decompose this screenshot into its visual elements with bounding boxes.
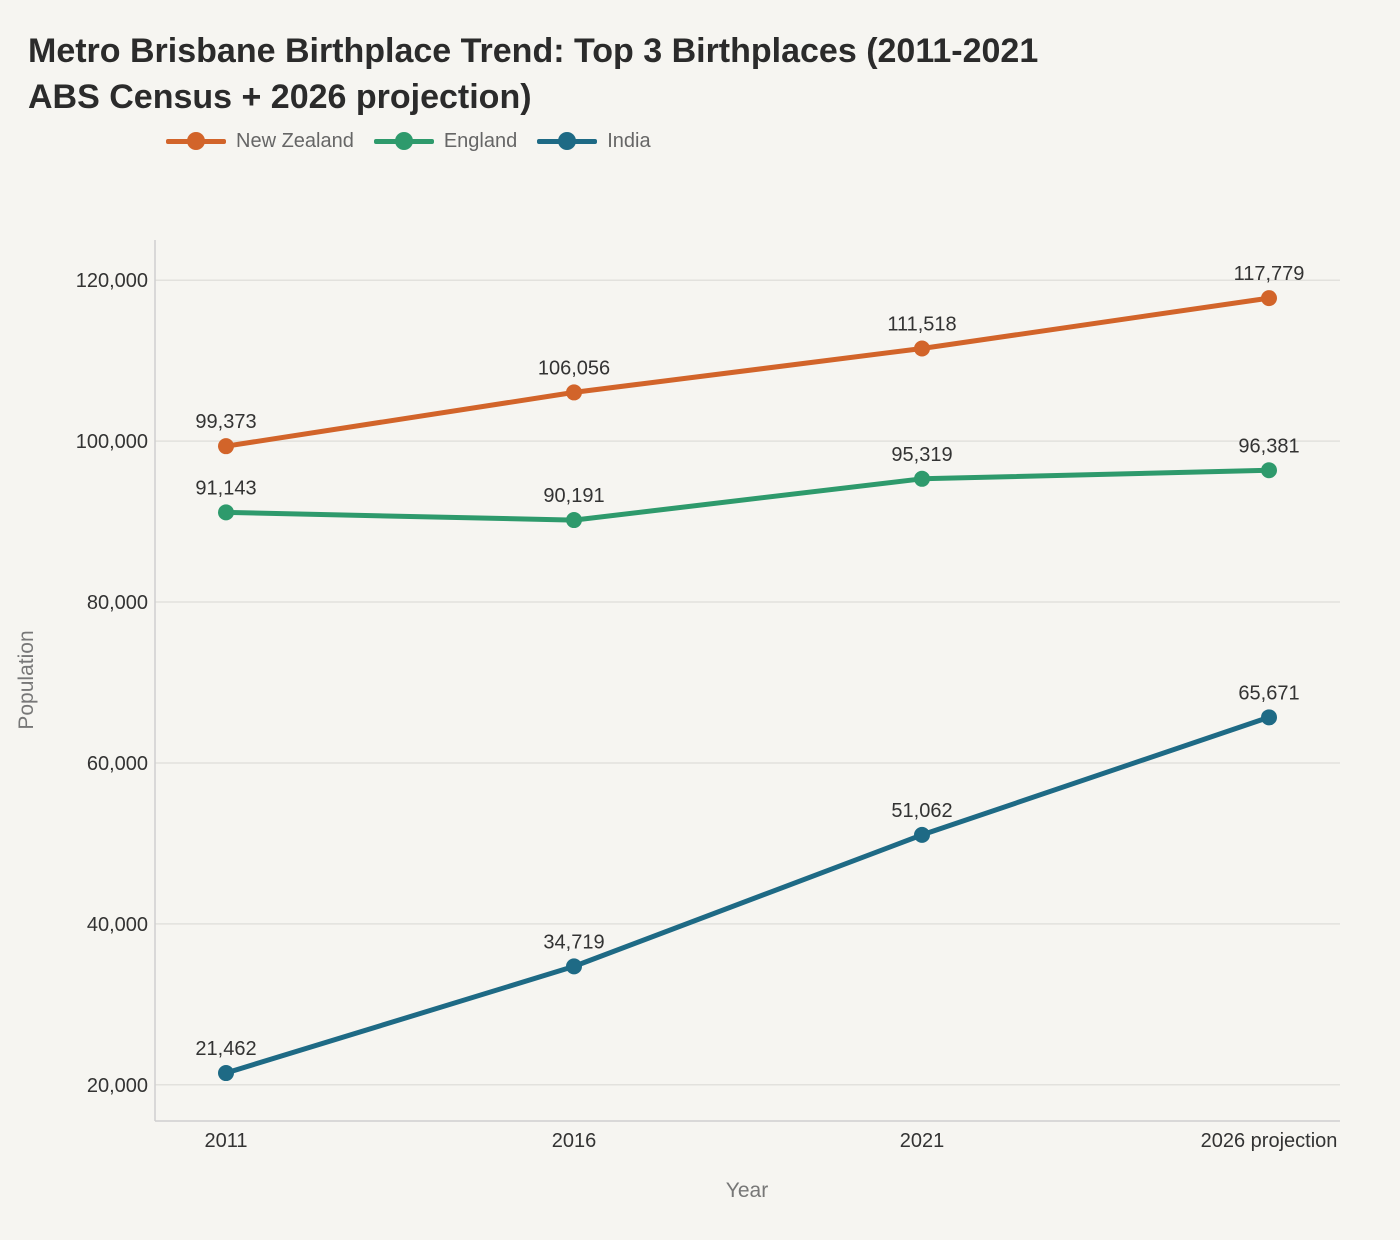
data-label-england: 90,191 xyxy=(543,485,604,507)
series-india: 21,462 34,719 51,062 65,671 xyxy=(195,682,1300,1082)
data-point-india[interactable] xyxy=(914,826,930,843)
data-point-england[interactable] xyxy=(566,512,582,529)
y-tick-label: 40,000 xyxy=(87,914,148,936)
chart-title-line-2: ABS Census + 2026 projection) xyxy=(28,78,532,116)
series-line-england xyxy=(223,467,1272,523)
y-tick-label: 20,000 xyxy=(87,1075,148,1097)
data-point-new-zealand[interactable] xyxy=(1261,290,1277,307)
data-point-england[interactable] xyxy=(1261,462,1277,479)
y-tick-label: 100,000 xyxy=(76,431,148,453)
legend-swatch-new-zealand xyxy=(166,128,226,154)
data-label-india: 34,719 xyxy=(543,931,604,953)
chart-title-line-1: Metro Brisbane Birthplace Trend: Top 3 B… xyxy=(28,32,1039,70)
series-line-india xyxy=(223,714,1272,1076)
data-point-india[interactable] xyxy=(566,958,582,975)
legend-label-new-zealand: New Zealand xyxy=(236,129,354,152)
data-point-england[interactable] xyxy=(218,504,234,521)
series-england: 91,143 90,191 95,319 96,381 xyxy=(195,435,1300,529)
data-label-new-zealand: 111,518 xyxy=(887,313,956,335)
x-tick-label: 2011 xyxy=(204,1130,247,1152)
data-point-india[interactable] xyxy=(218,1065,234,1082)
data-label-england: 96,381 xyxy=(1238,435,1299,457)
data-label-india: 21,462 xyxy=(195,1038,256,1060)
y-tick-labels: 20,000 40,000 60,000 80,000 100,000 120,000 xyxy=(76,270,148,1097)
data-point-new-zealand[interactable] xyxy=(218,438,234,455)
data-label-new-zealand: 117,779 xyxy=(1234,263,1305,285)
y-tick-label: 80,000 xyxy=(87,592,148,614)
data-point-india[interactable] xyxy=(1261,709,1277,726)
data-label-new-zealand: 106,056 xyxy=(538,357,610,379)
data-label-new-zealand: 99,373 xyxy=(195,411,256,433)
data-label-india: 51,062 xyxy=(891,800,952,822)
gridlines xyxy=(155,279,1340,1086)
legend-item-india[interactable]: India xyxy=(537,128,651,154)
y-axis-title: Population xyxy=(15,630,38,729)
legend-swatch-india xyxy=(537,128,598,154)
chart-title: Metro Brisbane Birthplace Trend: Top 3 B… xyxy=(28,28,1148,120)
legend-item-england[interactable]: England xyxy=(373,128,518,154)
legend-label-england: England xyxy=(443,129,518,152)
series-new-zealand: 99,373 106,056 111,518 117,779 xyxy=(195,263,1305,455)
y-tick-label: 120,000 xyxy=(76,270,148,292)
chart-legend: New Zealand England India xyxy=(166,128,651,154)
x-tick-label: 2021 xyxy=(900,1130,945,1152)
axes xyxy=(154,240,1340,1122)
legend-swatch-england xyxy=(373,128,434,154)
legend-item-new-zealand[interactable]: New Zealand xyxy=(166,128,354,154)
data-label-india: 65,671 xyxy=(1238,682,1299,704)
x-axis-title: Year xyxy=(726,1179,768,1202)
data-label-england: 95,319 xyxy=(891,444,952,466)
x-tick-label: 2026 projection xyxy=(1201,1130,1338,1152)
x-tick-labels: 2011 2016 2021 2026 projection xyxy=(204,1130,1337,1152)
legend-label-india: India xyxy=(607,129,651,152)
data-point-england[interactable] xyxy=(914,470,930,487)
data-point-new-zealand[interactable] xyxy=(566,384,582,401)
x-tick-label: 2016 xyxy=(552,1130,597,1152)
y-tick-label: 60,000 xyxy=(87,753,148,775)
data-label-england: 91,143 xyxy=(195,477,256,499)
data-point-new-zealand[interactable] xyxy=(914,340,930,357)
series-line-new-zealand xyxy=(223,295,1272,449)
